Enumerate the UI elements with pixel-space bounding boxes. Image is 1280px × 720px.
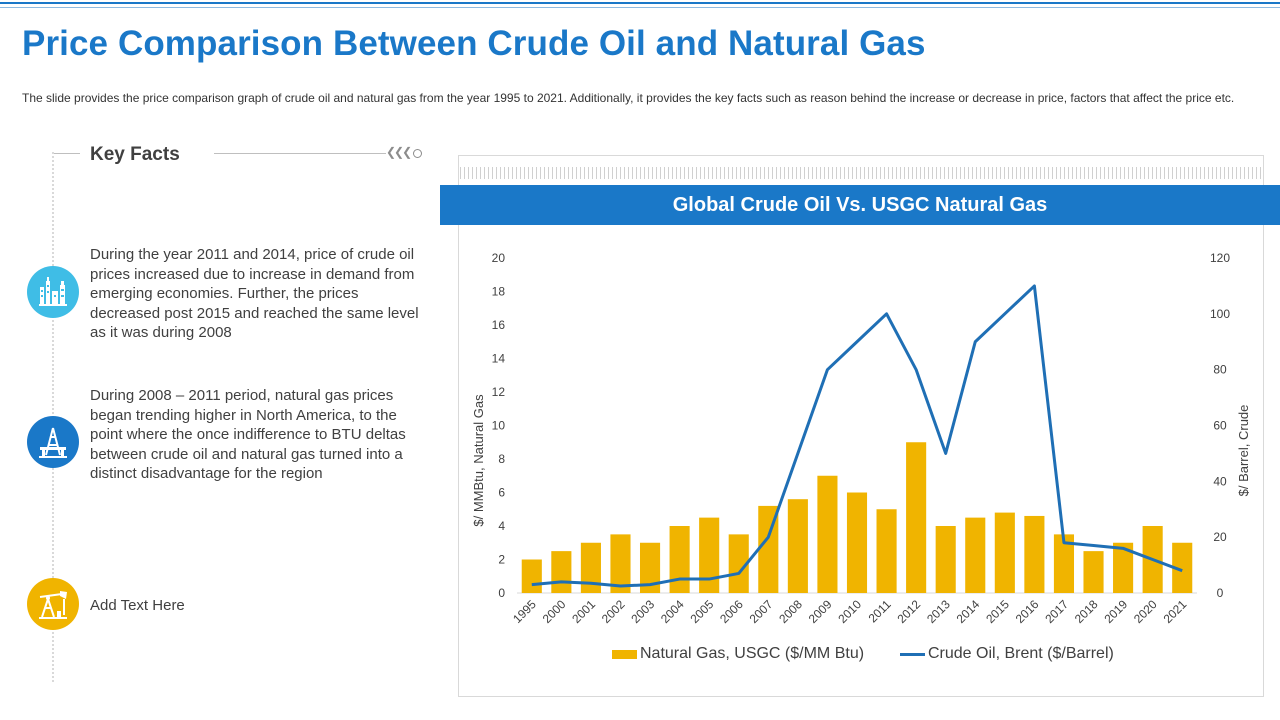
bar-natural-gas [1083, 551, 1104, 593]
y-left-tick-label: 6 [498, 486, 505, 500]
bar-natural-gas [551, 551, 572, 593]
legend-swatch-crude-oil [900, 653, 925, 656]
y-right-tick-label: 20 [1213, 530, 1227, 544]
bar-natural-gas [1024, 515, 1045, 593]
bar-natural-gas [521, 559, 542, 593]
x-tick-label: 2014 [954, 597, 983, 626]
fact-text-3: Add Text Here [90, 597, 185, 614]
chevrons-left-icon: ❮❮❮ [386, 145, 412, 159]
top-border-line [0, 2, 1280, 4]
y-left-tick-label: 14 [492, 352, 506, 366]
x-tick-label: 2007 [747, 597, 776, 626]
x-tick-label: 2019 [1101, 597, 1130, 626]
x-tick-label: 2021 [1161, 597, 1190, 626]
y-left-tick-label: 10 [492, 419, 506, 433]
bar-natural-gas [906, 442, 927, 593]
x-tick-label: 2009 [806, 597, 835, 626]
bar-natural-gas [817, 475, 838, 593]
bar-natural-gas [965, 517, 986, 593]
y-right-axis-label: $/ Barrel, Crude [1236, 405, 1251, 497]
y-right-tick-label: 80 [1213, 363, 1227, 377]
top-border-line-thin [0, 7, 1280, 8]
chart-title: Global Crude Oil Vs. USGC Natural Gas [440, 185, 1280, 225]
x-tick-label: 2000 [540, 597, 569, 626]
x-tick-label: 2017 [1042, 597, 1071, 626]
key-facts-heading: Key Facts [90, 144, 180, 165]
x-tick-label: 2020 [1131, 597, 1160, 626]
bar-natural-gas [758, 505, 779, 593]
slide-title: Price Comparison Between Crude Oil and N… [22, 24, 926, 63]
x-tick-label: 2006 [717, 597, 746, 626]
y-left-tick-label: 16 [492, 318, 506, 332]
chart-frame [458, 155, 1264, 697]
x-tick-label: 2003 [628, 597, 657, 626]
y-left-tick-label: 2 [498, 553, 505, 567]
fact-text-2: During 2008 – 2011 period, natural gas p… [90, 387, 406, 482]
bar-natural-gas [639, 542, 661, 593]
x-tick-label: 2011 [866, 597, 894, 625]
bar-natural-gas [935, 526, 956, 593]
x-tick-label: 2004 [658, 597, 687, 626]
x-tick-label: 2013 [924, 597, 953, 626]
y-left-tick-label: 0 [498, 586, 505, 600]
legend-swatch-natural-gas [612, 650, 637, 659]
x-tick-label: 2008 [776, 597, 805, 626]
bar-natural-gas [669, 526, 690, 593]
chart-hatch-decoration [460, 167, 1262, 179]
legend-label-natural-gas: Natural Gas, USGC ($/MM Btu) [640, 645, 865, 662]
bar-natural-gas [787, 499, 808, 593]
y-left-tick-label: 18 [492, 285, 506, 299]
y-left-axis-label: $/ MMBtu, Natural Gas [471, 394, 486, 527]
bar-natural-gas [728, 534, 749, 593]
bar-natural-gas [876, 509, 897, 593]
bar-natural-gas [699, 517, 720, 593]
refinery-icon [27, 266, 79, 318]
x-tick-label: 2012 [894, 597, 923, 626]
y-right-tick-label: 100 [1210, 307, 1230, 321]
fact-text-1: During the year 2011 and 2014, price of … [90, 246, 419, 341]
bar-natural-gas [580, 542, 601, 593]
y-right-tick-label: 0 [1217, 586, 1224, 600]
x-tick-label: 2015 [983, 597, 1012, 626]
y-right-tick-label: 40 [1213, 474, 1227, 488]
line-crude-oil [531, 284, 1183, 588]
x-tick-label: 2016 [1013, 597, 1042, 626]
y-left-tick-label: 4 [498, 519, 505, 533]
key-facts-rule [214, 153, 386, 154]
y-left-tick-label: 8 [498, 452, 505, 466]
bar-natural-gas [1053, 534, 1075, 593]
x-tick-label: 2002 [599, 597, 628, 626]
bar-natural-gas [994, 512, 1015, 593]
slide-description: The slide provides the price comparison … [22, 91, 1235, 105]
oil-platform-icon [27, 416, 79, 468]
bar-natural-gas [1113, 542, 1134, 593]
key-facts-connector [54, 153, 80, 154]
x-tick-label: 2018 [1072, 597, 1101, 626]
x-tick-label: 2001 [569, 597, 598, 626]
y-left-tick-label: 12 [492, 385, 506, 399]
x-tick-label: 2005 [688, 597, 717, 626]
circle-icon [413, 149, 422, 158]
x-tick-label: 2010 [835, 597, 864, 626]
bar-natural-gas [610, 534, 631, 593]
y-right-tick-label: 60 [1213, 419, 1227, 433]
legend-label-crude-oil: Crude Oil, Brent ($/Barrel) [928, 645, 1114, 662]
y-right-tick-label: 120 [1210, 251, 1230, 265]
oil-pump-icon [27, 578, 79, 630]
bar-natural-gas [1172, 542, 1193, 593]
y-left-tick-label: 20 [492, 251, 506, 265]
bar-natural-gas [846, 492, 868, 593]
x-tick-label: 1995 [510, 597, 539, 626]
